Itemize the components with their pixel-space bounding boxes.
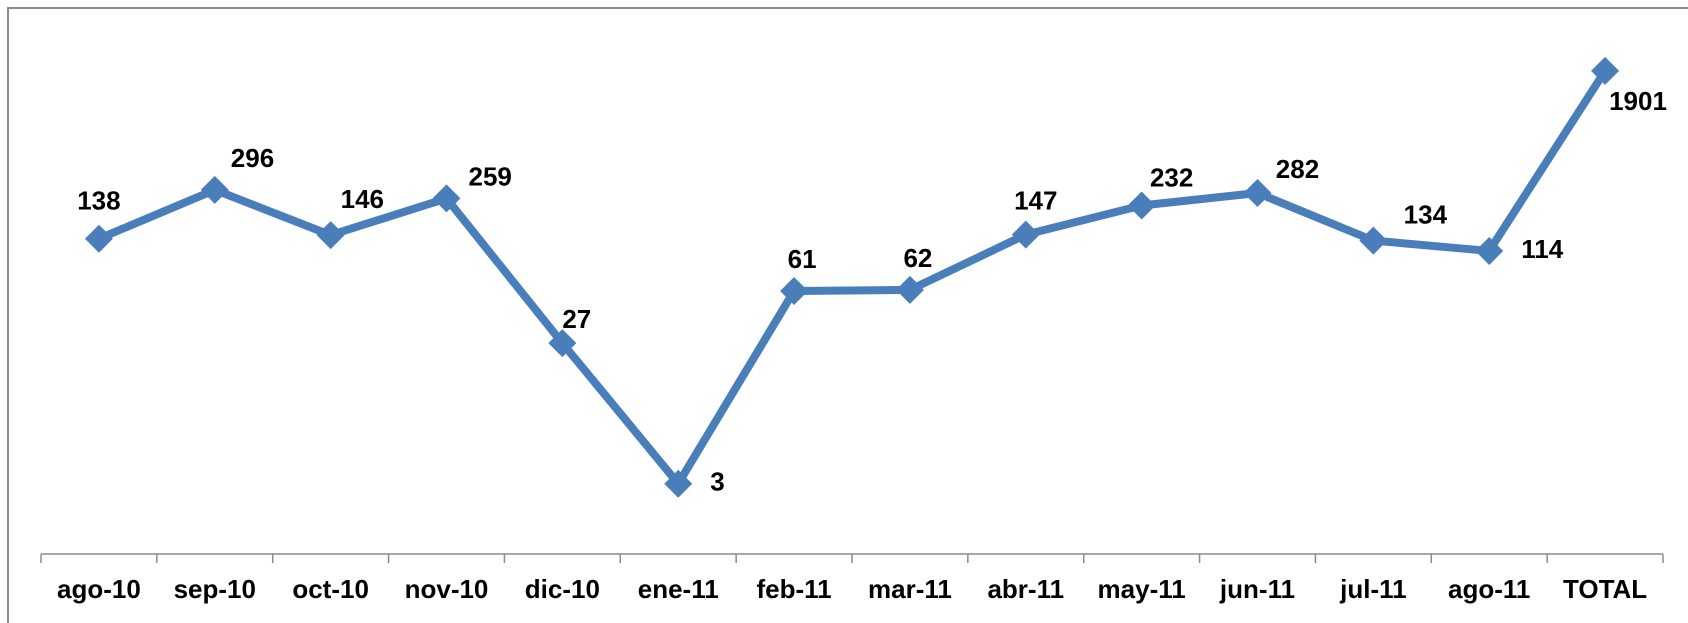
point-marker: [1475, 236, 1504, 265]
x-tick-label: nov-10: [405, 574, 489, 604]
x-tick-label: dic-10: [525, 574, 600, 604]
data-label: 138: [77, 186, 120, 216]
point-marker: [1243, 178, 1272, 207]
point-marker: [1591, 56, 1620, 85]
point-marker: [316, 221, 345, 250]
point-marker: [84, 224, 113, 253]
data-label: 282: [1276, 154, 1319, 184]
data-label: 3: [710, 467, 724, 497]
point-marker: [895, 275, 924, 304]
data-label: 61: [788, 244, 817, 274]
data-label: 259: [469, 161, 512, 191]
x-tick-label: jul-11: [1339, 574, 1406, 604]
data-label: 296: [231, 143, 274, 173]
point-marker: [664, 469, 693, 498]
x-tick-label: jun-11: [1219, 574, 1295, 604]
data-label: 232: [1150, 162, 1193, 192]
x-tick-label: mar-11: [868, 574, 952, 604]
x-tick-label: TOTAL: [1563, 574, 1647, 604]
data-label: 62: [903, 243, 932, 273]
data-label: 146: [341, 184, 384, 214]
point-marker: [1011, 220, 1040, 249]
chart-frame: [7, 7, 1688, 623]
data-label: 147: [1014, 186, 1057, 216]
point-marker: [432, 184, 461, 213]
x-tick-label: oct-10: [292, 574, 369, 604]
data-label: 134: [1404, 199, 1448, 229]
point-marker: [200, 175, 229, 204]
point-marker: [1127, 191, 1156, 220]
x-tick-label: feb-11: [756, 574, 831, 604]
point-marker: [548, 329, 577, 358]
x-tick-label: abr-11: [987, 574, 1064, 604]
data-label: 114: [1521, 234, 1563, 264]
point-marker: [780, 276, 809, 305]
x-tick-label: ago-11: [1448, 574, 1530, 604]
x-tick-label: sep-10: [174, 574, 256, 604]
x-tick-label: may-11: [1098, 574, 1186, 604]
x-tick-label: ene-11: [638, 574, 719, 604]
x-tick-label: ago-10: [57, 574, 141, 604]
point-marker: [1359, 226, 1388, 255]
data-label: 1901: [1609, 86, 1667, 116]
series-line: [97, 68, 1609, 488]
data-label: 27: [562, 304, 591, 334]
